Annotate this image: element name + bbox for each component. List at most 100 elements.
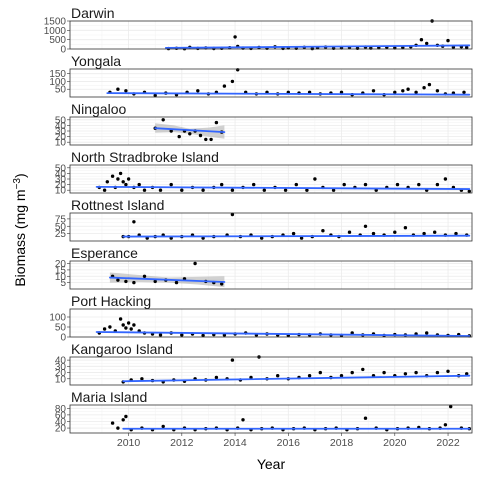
y-tick-label: 10	[55, 186, 67, 197]
data-point	[201, 333, 205, 338]
data-point	[188, 132, 192, 136]
data-point	[126, 177, 131, 181]
panel-border	[69, 260, 473, 290]
trend-line	[109, 276, 226, 283]
data-point	[220, 182, 224, 187]
data-point	[124, 414, 128, 419]
y-tick-label: 80	[55, 404, 67, 415]
y-tick-label: 30	[55, 127, 67, 138]
data-point	[443, 423, 448, 427]
data-point	[339, 374, 344, 378]
data-point	[313, 177, 317, 181]
data-point	[116, 426, 120, 430]
facet-label-kangaroo-island: Kangaroo Island	[71, 341, 173, 357]
panel-border	[69, 356, 473, 386]
y-tick-label: 10	[55, 138, 67, 149]
data-point	[142, 188, 147, 192]
y-tick-label: 20	[55, 424, 67, 435]
data-point	[347, 230, 352, 234]
data-point	[110, 421, 115, 425]
data-point	[153, 93, 157, 98]
y-tick-label: 0	[60, 333, 66, 344]
x-tick-label: 2012	[170, 437, 194, 449]
x-tick-label: 2014	[223, 437, 247, 449]
data-point	[118, 171, 123, 176]
data-point	[305, 188, 309, 192]
y-tick-label: 5	[60, 278, 66, 289]
data-point	[393, 230, 397, 234]
data-point	[116, 278, 120, 282]
data-point	[307, 374, 312, 378]
data-point	[403, 372, 408, 376]
trend-line	[164, 44, 471, 49]
data-point	[403, 226, 408, 230]
data-point	[342, 182, 346, 187]
data-point	[371, 231, 376, 236]
data-point	[124, 279, 128, 284]
data-point	[196, 89, 200, 93]
trend-line	[95, 185, 471, 190]
data-point	[419, 38, 424, 42]
facet-label-esperance: Esperance	[71, 245, 138, 261]
data-point	[435, 182, 440, 187]
data-point	[339, 90, 344, 95]
panel-background	[70, 261, 472, 289]
data-point	[422, 231, 426, 236]
facet-label-yongala: Yongala	[71, 53, 121, 69]
y-tick-label: 0	[60, 45, 66, 56]
data-point	[299, 236, 304, 240]
data-point	[435, 370, 440, 375]
data-point	[350, 370, 354, 375]
data-point	[161, 118, 165, 122]
y-tick-label: 50	[55, 222, 67, 233]
y-tick-label: 40	[55, 121, 67, 132]
panel-border	[69, 68, 473, 98]
data-point	[260, 236, 264, 240]
data-point	[129, 327, 133, 331]
data-point	[230, 212, 235, 217]
y-tick-label: 40	[55, 417, 67, 428]
data-point	[252, 182, 256, 187]
data-point	[169, 182, 173, 187]
data-point	[321, 229, 325, 233]
data-point	[158, 188, 163, 192]
y-tick-label: 15	[55, 265, 67, 276]
data-point	[395, 182, 400, 187]
y-tick-label: 20	[55, 180, 67, 191]
data-point	[121, 323, 125, 327]
y-tick-label: 10	[55, 374, 67, 385]
y-tick-label: 20	[55, 368, 67, 379]
data-point	[124, 326, 128, 330]
x-tick-label: 2016	[277, 437, 301, 449]
x-tick-label: 2020	[383, 437, 407, 449]
y-tick-label: 75	[55, 214, 67, 225]
data-point	[180, 333, 184, 337]
y-tick-label: 10	[55, 272, 67, 283]
data-point	[137, 182, 141, 187]
data-point	[118, 317, 123, 321]
y-tick-label: 30	[55, 362, 67, 373]
panel-border	[69, 20, 473, 50]
data-point	[467, 189, 471, 193]
data-point	[283, 188, 288, 192]
data-point	[198, 133, 203, 138]
data-point	[276, 374, 280, 378]
data-point	[132, 323, 136, 327]
data-point	[414, 370, 418, 375]
data-point	[102, 188, 107, 192]
data-point	[417, 182, 421, 187]
facet-label-ningaloo: Ningaloo	[71, 101, 126, 117]
y-tick-label: 50	[55, 323, 67, 334]
y-tick-label: 50	[55, 163, 67, 174]
data-point	[294, 182, 298, 187]
panel-border	[69, 308, 473, 338]
data-point	[318, 370, 322, 375]
data-point	[116, 177, 120, 181]
x-tick-label: 2010	[117, 437, 141, 449]
data-point	[108, 325, 112, 329]
